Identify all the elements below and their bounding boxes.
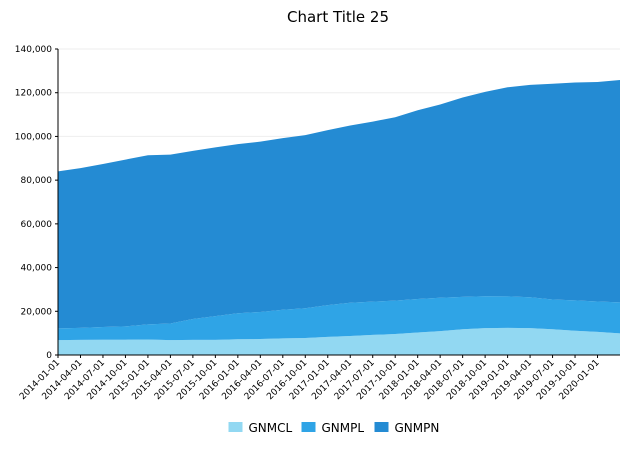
y-tick-label: 140,000 xyxy=(15,45,52,55)
y-tick-label: 60,000 xyxy=(21,220,53,230)
legend: GNMCL GNMPL GNMPN xyxy=(228,421,440,435)
y-tick-label: 40,000 xyxy=(21,264,53,274)
y-tick-label: 20,000 xyxy=(21,307,53,317)
legend-label-gnmpl: GNMPL xyxy=(322,421,365,435)
legend-label-gnmpn: GNMPN xyxy=(395,421,440,435)
area-series-gnmpn xyxy=(58,80,620,329)
y-tick-label: 0 xyxy=(46,351,52,361)
legend-label-gnmcl: GNMCL xyxy=(249,421,293,435)
legend-swatch-gnmpl xyxy=(301,422,316,432)
area-series-gnmpl xyxy=(58,296,620,341)
legend-swatch-gnmpn xyxy=(374,422,389,432)
legend-swatch-gnmcl xyxy=(228,422,243,432)
y-tick-label: 120,000 xyxy=(15,89,52,99)
y-tick-label: 100,000 xyxy=(15,132,52,142)
area-series-group xyxy=(58,80,620,355)
area-series-gnmcl xyxy=(58,327,620,355)
chart-title: Chart Title 25 xyxy=(287,8,389,26)
y-tick-label: 80,000 xyxy=(21,176,53,186)
